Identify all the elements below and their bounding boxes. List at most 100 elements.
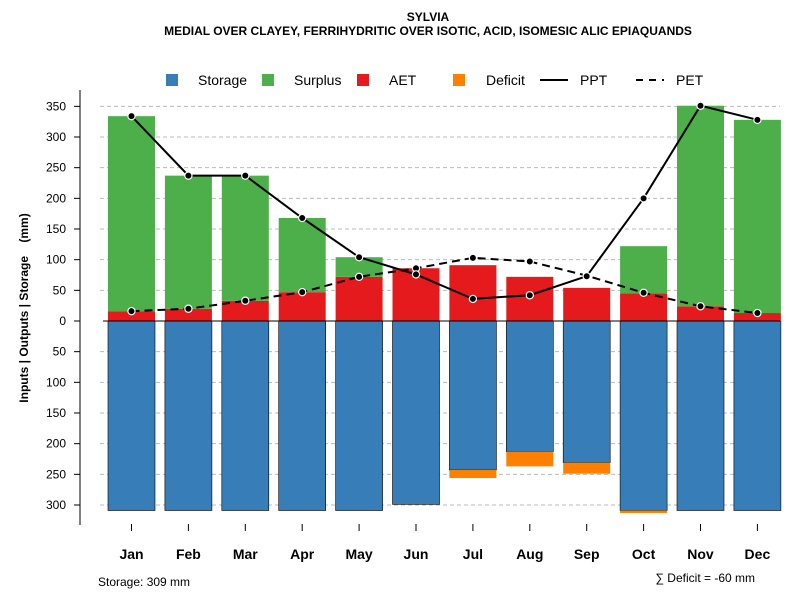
deficit-bar bbox=[506, 451, 554, 467]
y-axis-label: Inputs | Outputs | Storage (mm) bbox=[17, 213, 31, 402]
ppt-line bbox=[130, 104, 758, 300]
x-tick-label: Jun bbox=[404, 546, 429, 562]
ppt-point bbox=[298, 213, 307, 223]
aet-bar bbox=[335, 276, 383, 321]
ppt-point bbox=[525, 291, 535, 300]
pet-point bbox=[639, 288, 648, 297]
gridlines bbox=[100, 105, 780, 506]
legend-label: Surplus bbox=[294, 72, 341, 88]
pet-point bbox=[298, 287, 307, 297]
storage-bar bbox=[505, 320, 554, 452]
surplus-bar bbox=[620, 246, 668, 294]
ppt-point bbox=[354, 253, 364, 262]
x-tick-label: Sep bbox=[574, 546, 600, 562]
storage-note: Storage: 309 mm bbox=[98, 575, 190, 589]
pet-point bbox=[753, 308, 762, 318]
x-tick-label: Jan bbox=[119, 546, 143, 562]
x-tick-label: Aug bbox=[516, 546, 543, 562]
legend-swatch bbox=[357, 74, 369, 86]
surplus-bar bbox=[221, 175, 269, 301]
deficit-bar bbox=[563, 462, 611, 474]
storage-bar bbox=[562, 320, 611, 463]
pet-point bbox=[184, 304, 193, 313]
y-tick-label: 150 bbox=[46, 406, 66, 420]
deficit-bar bbox=[620, 510, 668, 513]
surplus-bar bbox=[677, 105, 724, 307]
x-tick-label: Feb bbox=[176, 546, 201, 562]
storage-bar bbox=[107, 320, 156, 511]
legend-label: Storage bbox=[198, 72, 247, 88]
legend-label: PET bbox=[676, 72, 704, 88]
y-tick-label: 250 bbox=[46, 161, 66, 175]
legend-label: Deficit bbox=[486, 72, 525, 88]
ppt-point bbox=[411, 270, 421, 279]
surplus-bar bbox=[335, 257, 383, 277]
surplus-bar bbox=[733, 119, 781, 314]
x-tick-label: Nov bbox=[687, 546, 714, 562]
storage-bar bbox=[164, 320, 213, 511]
ppt-point bbox=[468, 294, 478, 304]
y-tick-label: 250 bbox=[46, 467, 66, 481]
x-tick-label: Jul bbox=[463, 546, 483, 562]
chart-subtitle: MEDIAL OVER CLAYEY, FERRIHYDRITIC OVER I… bbox=[164, 24, 692, 38]
ppt-point bbox=[582, 272, 591, 281]
ppt-point bbox=[753, 115, 762, 125]
y-tick-label: 300 bbox=[46, 498, 66, 512]
y-tick-label: 100 bbox=[46, 375, 66, 389]
ppt-point bbox=[639, 194, 648, 203]
chart-title: SYLVIA bbox=[407, 10, 450, 24]
aet-bar bbox=[108, 311, 155, 321]
legend-swatch bbox=[453, 74, 465, 86]
aet-bar bbox=[221, 300, 269, 321]
aet-bar bbox=[164, 308, 212, 321]
aet-bar bbox=[620, 293, 668, 321]
pet-point bbox=[127, 306, 136, 316]
y-tick-label: 200 bbox=[46, 191, 66, 205]
deficit-bar bbox=[449, 470, 497, 479]
x-tick-label: Mar bbox=[233, 546, 258, 562]
legend-label: AET bbox=[389, 72, 417, 88]
x-tick-label: Oct bbox=[632, 546, 656, 562]
ppt-point bbox=[241, 171, 250, 180]
storage-bar bbox=[278, 320, 327, 511]
y-tick-label: 50 bbox=[53, 283, 67, 297]
axes: 350 300 250 200 150 100 50 0 50 100 150 200 250 300 Ja… bbox=[46, 90, 770, 562]
y-tick-label: 300 bbox=[46, 130, 66, 144]
storage-bar bbox=[221, 320, 270, 511]
surplus-bar bbox=[278, 217, 326, 293]
storage-bar bbox=[392, 320, 440, 505]
ppt-point bbox=[127, 111, 136, 121]
legend-swatch bbox=[166, 74, 178, 86]
y-tick-label: 150 bbox=[46, 222, 66, 236]
surplus-bar bbox=[108, 116, 155, 312]
storage-bar bbox=[619, 320, 668, 511]
surplus-bar bbox=[164, 175, 212, 309]
legend-swatch bbox=[262, 74, 274, 86]
x-tick-label: May bbox=[345, 546, 372, 562]
legend-label: PPT bbox=[580, 72, 608, 88]
aet-bar bbox=[449, 265, 497, 321]
pet-point bbox=[241, 296, 250, 305]
y-tick-label: 350 bbox=[46, 99, 66, 113]
storage-bar bbox=[676, 320, 725, 511]
x-tick-label: Dec bbox=[745, 546, 771, 562]
pet-point bbox=[525, 257, 535, 266]
aet-bar bbox=[563, 287, 611, 321]
pet-point bbox=[354, 272, 364, 282]
deficit-sum-note: ∑ Deficit = -60 mm bbox=[655, 571, 755, 585]
x-tick-label: Apr bbox=[290, 546, 315, 562]
series-lines bbox=[127, 101, 762, 318]
y-tick-label: 0 bbox=[59, 314, 66, 328]
pet-point bbox=[468, 253, 478, 263]
pet-point bbox=[696, 302, 705, 311]
ppt-point bbox=[184, 171, 193, 180]
aet-bar bbox=[677, 306, 724, 321]
storage-bar bbox=[335, 320, 383, 511]
y-tick-label: 100 bbox=[46, 253, 66, 267]
aet-bar bbox=[278, 292, 326, 321]
storage-bar bbox=[733, 320, 782, 511]
bars bbox=[107, 105, 782, 513]
storage-bar bbox=[449, 320, 497, 471]
ppt-point bbox=[696, 101, 705, 110]
